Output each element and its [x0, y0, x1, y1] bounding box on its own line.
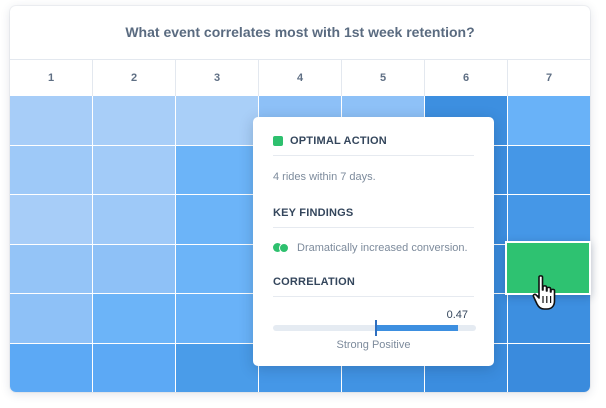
- column-header: 3: [176, 60, 259, 96]
- heatmap-cell[interactable]: [10, 343, 92, 392]
- column-header: 1: [10, 60, 93, 96]
- heatmap-cell[interactable]: [10, 244, 92, 293]
- optimal-action-heading: OPTIMAL ACTION: [290, 135, 387, 147]
- heatmap-cell[interactable]: [508, 145, 590, 194]
- optimal-action-header: OPTIMAL ACTION: [273, 127, 474, 156]
- heatmap-cell[interactable]: [93, 145, 175, 194]
- column-header: 2: [93, 60, 176, 96]
- column-header: 6: [425, 60, 508, 96]
- heatmap-cell[interactable]: [10, 195, 92, 244]
- heatmap-cell[interactable]: [10, 145, 92, 194]
- heatmap-cell[interactable]: [176, 96, 258, 145]
- optimal-action-text: 4 rides within 7 days.: [273, 171, 376, 183]
- heatmap-cell[interactable]: [508, 195, 590, 244]
- correlation-label: Strong Positive: [336, 339, 411, 351]
- heatmap-cell[interactable]: [508, 96, 590, 145]
- heatmap-cell[interactable]: [93, 343, 175, 392]
- green-square-icon: [273, 136, 283, 146]
- column-header: 5: [342, 60, 425, 96]
- heatmap-cell[interactable]: [176, 244, 258, 293]
- correlation-bar: [273, 320, 476, 336]
- heatmap-cell[interactable]: [93, 96, 175, 145]
- heatmap-cell[interactable]: [93, 294, 175, 343]
- heatmap-cell[interactable]: [176, 145, 258, 194]
- column-header: 7: [545, 72, 553, 84]
- correlation-header: CORRELATION: [273, 268, 474, 297]
- heatmap-cell[interactable]: [176, 294, 258, 343]
- column-header: 4: [259, 60, 342, 96]
- correlation-popup: OPTIMAL ACTION 4 rides within 7 days. KE…: [253, 117, 494, 366]
- hand-cursor-icon: [532, 275, 556, 310]
- heatmap-cell[interactable]: [10, 96, 92, 145]
- correlation-zero-marker: [375, 320, 377, 336]
- green-dots-icon: [273, 243, 289, 253]
- heatmap-cell[interactable]: [176, 195, 258, 244]
- key-findings-row: Dramatically increased conversion.: [273, 240, 474, 256]
- correlation-value: 0.47: [446, 309, 468, 321]
- key-findings-text: Dramatically increased conversion.: [297, 242, 468, 254]
- card-title: What event correlates most with 1st week…: [125, 24, 475, 40]
- heatmap-cell[interactable]: [93, 244, 175, 293]
- correlation-heading: CORRELATION: [273, 276, 356, 288]
- key-findings-header: KEY FINDINGS: [273, 199, 474, 228]
- heatmap-cell[interactable]: [176, 343, 258, 392]
- key-findings-heading: KEY FINDINGS: [273, 207, 354, 219]
- correlation-bar-fill: [375, 325, 458, 331]
- heatmap-cell[interactable]: [10, 294, 92, 343]
- heatmap-cell[interactable]: [508, 343, 590, 392]
- heatmap-cell[interactable]: [93, 195, 175, 244]
